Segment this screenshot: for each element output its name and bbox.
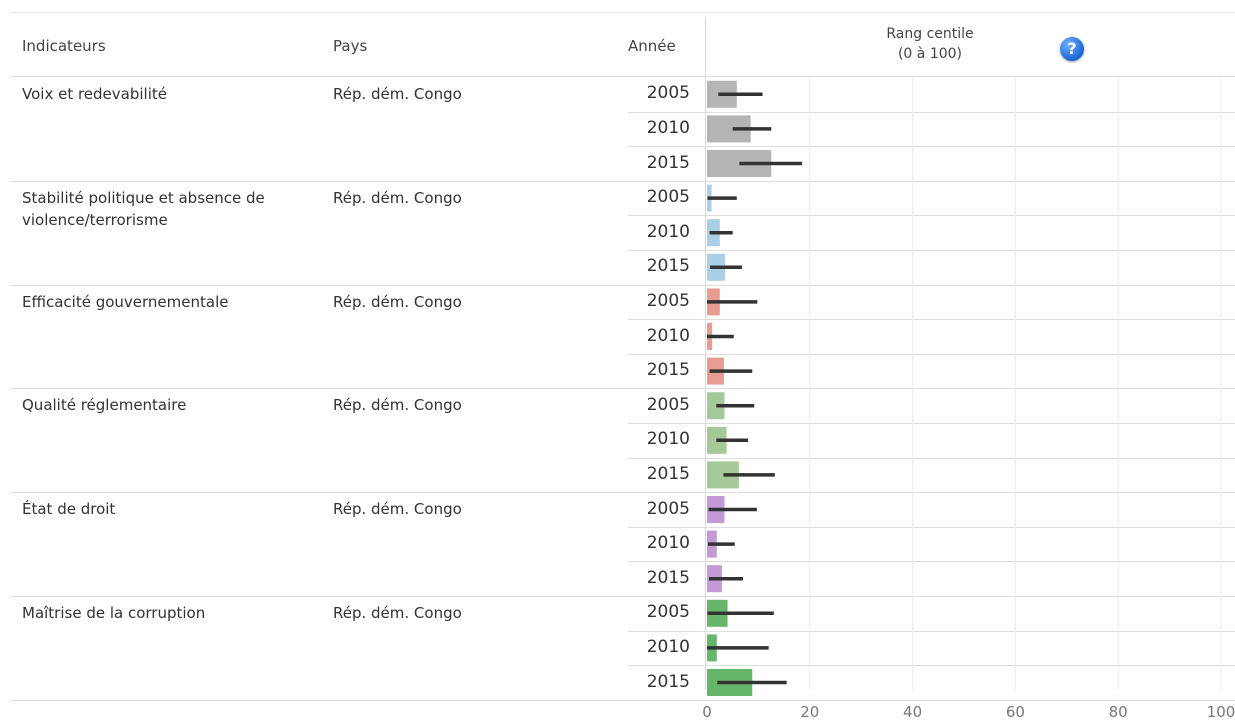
year-label: 2010 [646, 429, 690, 450]
row-separator [628, 458, 1235, 459]
group-separator [10, 596, 1235, 597]
indicator-label: Efficacité gouvernementale [22, 292, 229, 311]
indicator-label: Qualité réglementaire [22, 396, 187, 415]
row-separator [628, 112, 1235, 113]
x-tick-label: 20 [800, 703, 820, 721]
indicator-label: Stabilité politique et absence de violen… [22, 188, 265, 229]
year-label: 2015 [646, 152, 690, 173]
row-separator [628, 146, 1235, 147]
header-country: Pays [333, 37, 368, 55]
year-label: 2010 [646, 533, 690, 554]
country-label: Rép. dém. Congo [333, 188, 462, 207]
indicator-label: Maîtrise de la corruption [22, 604, 206, 622]
year-label: 2010 [646, 636, 690, 657]
header-indicators: Indicateurs [22, 37, 106, 55]
year-label: 2005 [646, 498, 690, 519]
country-label: Rép. dém. Congo [333, 292, 462, 311]
indicator-label: Voix et redevabilité [22, 85, 167, 103]
country-label: Rép. dém. Congo [333, 396, 462, 415]
year-label: 2005 [646, 394, 690, 415]
group-separator [10, 492, 1235, 493]
top-border [10, 12, 1235, 13]
x-tick-label: 60 [1005, 703, 1025, 721]
group-separator [10, 700, 1235, 701]
x-tick-label: 80 [1108, 703, 1128, 721]
country-label: Rép. dém. Congo [333, 500, 462, 519]
header-percentile-rank: Rang centile (0 à 100) [860, 24, 1000, 64]
row-separator [628, 423, 1235, 424]
year-label: 2005 [646, 290, 690, 311]
year-label: 2015 [646, 671, 690, 692]
row-separator [628, 631, 1235, 632]
year-label: 2010 [646, 325, 690, 346]
year-label: 2015 [646, 256, 690, 277]
year-label: 2015 [646, 567, 690, 588]
header-rank-line1: Rang centile [886, 26, 974, 42]
year-label: 2010 [646, 117, 690, 138]
year-label: 2010 [646, 221, 690, 242]
row-separator [628, 665, 1235, 666]
x-tick-label: 100 [1206, 703, 1235, 721]
plot-divider [705, 17, 706, 690]
group-separator [10, 388, 1235, 389]
row-separator [628, 319, 1235, 320]
year-label: 2005 [646, 83, 690, 104]
row-separator [628, 354, 1235, 355]
header-year: Année [628, 37, 676, 55]
country-label: Rép. dém. Congo [333, 85, 462, 103]
percentile-bar[interactable] [707, 392, 725, 420]
year-label: 2015 [646, 360, 690, 381]
help-icon[interactable]: ? [1060, 37, 1084, 61]
x-tick-label: 0 [702, 703, 712, 721]
year-label: 2005 [646, 602, 690, 623]
indicator-label: État de droit [22, 500, 116, 519]
year-label: 2015 [646, 463, 690, 484]
row-separator [628, 215, 1235, 216]
header-separator [10, 76, 1235, 77]
row-separator [628, 250, 1235, 251]
x-tick-label: 40 [903, 703, 923, 721]
row-separator [628, 561, 1235, 562]
group-separator [10, 285, 1235, 286]
year-label: 2005 [646, 187, 690, 208]
row-separator [628, 527, 1235, 528]
header-rank-line2: (0 à 100) [897, 46, 963, 62]
country-label: Rép. dém. Congo [333, 604, 462, 622]
group-separator [10, 181, 1235, 182]
